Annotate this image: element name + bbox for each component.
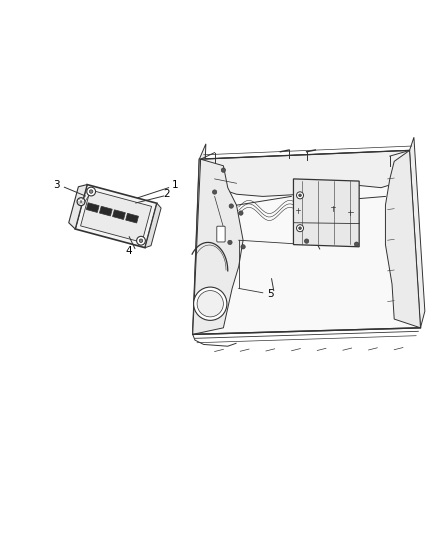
Circle shape [297, 192, 304, 199]
Polygon shape [113, 210, 125, 220]
Polygon shape [69, 184, 87, 229]
Circle shape [87, 187, 95, 196]
Circle shape [89, 190, 93, 193]
Circle shape [77, 198, 85, 206]
Circle shape [297, 225, 304, 232]
Circle shape [304, 239, 309, 243]
Circle shape [194, 287, 227, 320]
Polygon shape [201, 150, 410, 197]
Text: 4: 4 [126, 246, 133, 256]
Circle shape [137, 236, 145, 245]
Polygon shape [145, 203, 161, 248]
Circle shape [139, 239, 143, 243]
Polygon shape [86, 203, 99, 213]
Circle shape [228, 240, 232, 245]
Circle shape [354, 242, 359, 246]
Polygon shape [75, 184, 157, 248]
Polygon shape [99, 206, 112, 216]
Polygon shape [193, 159, 243, 334]
Circle shape [212, 190, 217, 194]
Circle shape [241, 245, 245, 249]
Polygon shape [81, 190, 152, 243]
Circle shape [229, 204, 233, 208]
Circle shape [239, 211, 243, 215]
Polygon shape [293, 179, 359, 247]
FancyBboxPatch shape [217, 226, 225, 242]
Polygon shape [126, 213, 138, 223]
Circle shape [197, 290, 223, 317]
Text: 2: 2 [163, 189, 170, 199]
Circle shape [221, 168, 226, 172]
Text: 5: 5 [267, 289, 274, 298]
Circle shape [299, 227, 301, 230]
Text: 1: 1 [172, 181, 179, 190]
Polygon shape [385, 150, 420, 328]
Polygon shape [410, 138, 425, 328]
Text: 3: 3 [53, 181, 60, 190]
Circle shape [299, 194, 301, 197]
Polygon shape [193, 144, 206, 334]
Polygon shape [193, 150, 420, 334]
